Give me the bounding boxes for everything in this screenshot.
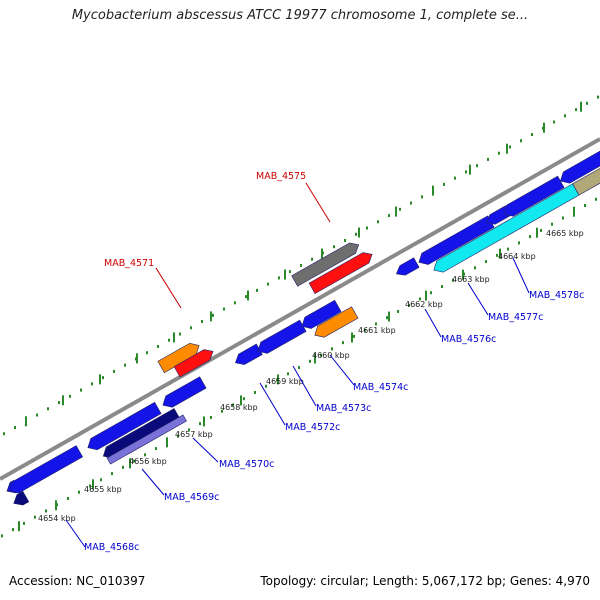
gene-arrow[interactable] [291, 242, 360, 287]
gene-label[interactable]: MAB_4568c [84, 542, 139, 553]
gene-arrow[interactable] [234, 343, 263, 365]
chromosome-backbone [0, 137, 600, 481]
outer-tick-track [3, 95, 599, 436]
gene-label[interactable]: MAB_4575 [256, 171, 306, 182]
gene-arrow[interactable] [572, 161, 600, 196]
gene-arrow[interactable] [257, 319, 307, 354]
kbp-label: 4665 kbp [546, 229, 584, 238]
leader-line [155, 267, 182, 309]
gene-label[interactable]: MAB_4576c [441, 334, 496, 345]
map-title: Mycobacterium abscessus ATCC 19977 chrom… [71, 8, 529, 23]
gene-label[interactable]: MAB_4569c [164, 492, 219, 503]
gene-arrow[interactable] [314, 306, 359, 338]
gene-label[interactable]: MAB_4577c [488, 312, 543, 323]
gene-label[interactable]: MAB_4572c [285, 422, 340, 433]
gene-label[interactable]: MAB_4570c [219, 459, 274, 470]
inner-tick-track [1, 197, 597, 538]
kbp-label: 4663 kbp [452, 275, 490, 284]
gene-arrow[interactable] [560, 148, 600, 184]
gene-label[interactable]: MAB_4573c [316, 403, 371, 414]
kbp-label: 4661 kbp [358, 326, 396, 335]
gene-arrow[interactable] [157, 342, 200, 374]
kbp-label: 4662 kbp [405, 300, 443, 309]
gene-label[interactable]: MAB_4578c [529, 290, 584, 301]
gene-labels[interactable]: MAB_4568c MAB_4569c MAB_4570c MAB_4571 MAB_4… [65, 171, 584, 553]
gene-arrow[interactable] [106, 414, 187, 465]
kbp-label: 4658 kbp [220, 403, 258, 412]
gene-arrow[interactable] [395, 257, 420, 276]
accession-text: Accession: NC_010397 [9, 574, 146, 588]
leader-line [424, 308, 442, 338]
kbp-label: 4654 kbp [38, 514, 76, 523]
leader-line [292, 365, 317, 407]
genome-summary-text: Topology: circular; Length: 5,067,172 bp… [260, 574, 590, 588]
leader-line [467, 282, 489, 316]
leader-line [329, 354, 355, 386]
gene-arrow[interactable] [9, 445, 84, 494]
gene-arrow[interactable] [13, 490, 30, 506]
kbp-label: 4664 kbp [498, 252, 536, 261]
gene-arrow[interactable] [503, 175, 565, 217]
leader-line [259, 382, 286, 426]
gene-arrow[interactable] [87, 401, 162, 451]
kbp-label: 4659 kbp [266, 377, 304, 386]
leader-line [192, 437, 219, 463]
gene-features[interactable] [6, 148, 600, 506]
kbp-label: 4655 kbp [84, 485, 122, 494]
leader-line [305, 182, 331, 223]
leader-line [512, 257, 530, 294]
gene-arrow[interactable] [308, 252, 373, 295]
gene-arrow[interactable] [301, 299, 342, 329]
leader-line [65, 519, 86, 548]
kbp-label: 4657 kbp [175, 430, 213, 439]
gene-label[interactable]: MAB_4571 [104, 258, 154, 269]
leader-line [141, 468, 165, 496]
gene-arrow[interactable] [173, 349, 214, 378]
gene-arrow[interactable] [162, 376, 207, 408]
gene-label[interactable]: MAB_4574c [353, 382, 408, 393]
kbp-label: 4656 kbp [129, 457, 167, 466]
